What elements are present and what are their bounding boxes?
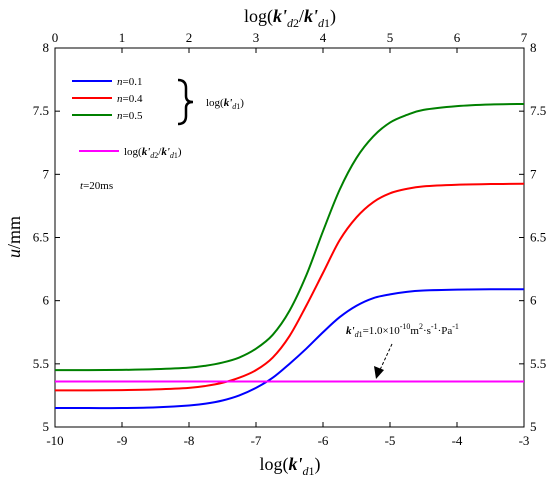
legend-note-time: t=20ms [80,180,113,192]
legend-brace-label: log(k'd1) [206,97,244,111]
y-tick-label: 8 [43,40,50,55]
x2-tick-label: 5 [387,30,394,45]
x-tick-label: -4 [452,433,463,448]
series-line-1 [54,182,525,392]
y-tick-label: 6.5 [33,230,49,245]
x-tick-label: -6 [318,433,329,448]
y2-tick-label: 7 [530,166,537,181]
y2-tick-label: 5.5 [530,356,546,371]
series-line-0 [54,288,525,410]
legend-label-n01: n=0.1 [117,76,142,88]
x2-axis-title: log(k'd2/k'd1) [244,6,336,30]
legend-label-n04: n=0.4 [117,93,143,105]
x2-tick-label: 6 [454,30,461,45]
x2-tick-label: 0 [52,30,59,45]
legend-brace [177,78,194,126]
x-axis-title: log(k'd1) [259,454,320,478]
series-layer [54,102,525,410]
y2-tick-label: 5 [530,419,537,434]
annotation: k'd1=1.0×10-10m2·s-1·Pa-1 [346,322,459,379]
y-tick-label: 5.5 [33,356,49,371]
y-axis-title: u/mm [4,216,24,258]
axis-ticks: -10 -9 -8 -7 -6 -5 -4 -3 0 1 2 3 4 5 6 7 5 5.5 6 6.5 7 7.5 8 5 5… [33,30,547,448]
x-tick-label: -10 [46,433,63,448]
y2-tick-label: 6 [530,293,537,308]
annotation-arrow-head [374,366,384,379]
y-tick-label: 7.5 [33,103,49,118]
y2-tick-label: 6.5 [530,230,546,245]
x-tick-label: -9 [117,433,128,448]
x2-tick-label: 3 [253,30,260,45]
annotation-arrow-shaft [378,343,393,373]
x-tick-label: -5 [385,433,396,448]
x2-tick-label: 2 [186,30,193,45]
y-tick-label: 7 [43,166,50,181]
legend: n=0.1 n=0.4 n=0.5 log(k'd1) log(k'd2/k'd… [72,76,244,192]
x-tick-label: -7 [251,433,262,448]
y2-tick-label: 7.5 [530,103,546,118]
x-tick-label: -8 [184,433,195,448]
series-line-2 [54,102,525,372]
x2-tick-label: 7 [521,30,528,45]
x2-tick-label: 1 [119,30,126,45]
legend-label-ratio: log(k'd2/k'd1) [124,146,182,160]
y-tick-label: 5 [43,419,50,434]
y-tick-label: 6 [43,293,50,308]
x-tick-label: -3 [519,433,530,448]
y2-tick-label: 8 [530,40,537,55]
x2-tick-label: 4 [320,30,327,45]
annotation-text: k'd1=1.0×10-10m2·s-1·Pa-1 [346,322,459,339]
legend-label-n05: n=0.5 [117,110,143,122]
